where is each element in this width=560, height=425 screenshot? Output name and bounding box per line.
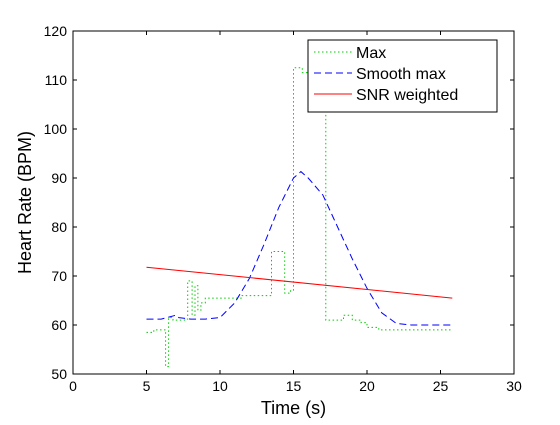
y-tick-label: 90 (51, 170, 67, 186)
legend-label-1: Smooth max (356, 66, 446, 83)
y-tick-label: 110 (45, 72, 68, 88)
series-line-2 (146, 266, 453, 299)
x-tick-label: 25 (433, 378, 449, 394)
y-tick-label: 50 (51, 366, 67, 382)
x-tick-label: 0 (69, 378, 77, 394)
x-axis-label: Time (s) (261, 398, 326, 418)
y-tick-label: 70 (51, 268, 67, 284)
legend: Max Smooth max SNR weighted (307, 39, 498, 113)
y-tick-label: 80 (51, 219, 67, 235)
y-tick-label: 100 (44, 121, 68, 137)
x-tick-label: 5 (143, 378, 151, 394)
series-line-0 (146, 67, 453, 368)
ticks-layer: 0 5 10 15 20 25 30 50 60 70 80 90 100 110 120 (44, 23, 522, 394)
legend-label-2: SNR weighted (356, 87, 458, 104)
x-tick-label: 15 (286, 378, 302, 394)
x-tick-label: 10 (212, 378, 228, 394)
series-layer (146, 67, 453, 368)
y-tick-label: 60 (51, 317, 67, 333)
x-tick-label: 30 (506, 378, 522, 394)
y-axis-label: Heart Rate (BPM) (15, 131, 35, 274)
legend-label-0: Max (356, 45, 386, 62)
y-tick-label: 120 (44, 23, 68, 39)
x-tick-label: 20 (359, 378, 375, 394)
